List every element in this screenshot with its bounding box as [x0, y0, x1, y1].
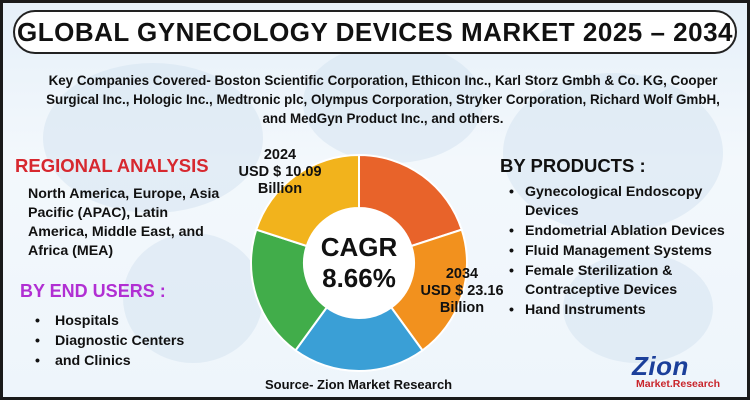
page-title: GLOBAL GYNECOLOGY DEVICES MARKET 2025 – …	[16, 16, 733, 47]
zion-logo: Zion Market.Research	[628, 351, 728, 393]
source-text: Source- Zion Market Research	[265, 377, 453, 392]
logo-sub-text: Market.Research	[636, 378, 721, 390]
list-item: • Hospitals	[35, 313, 119, 329]
cagr-donut: CAGR 8.66%	[250, 153, 468, 372]
bullet-icon: •	[509, 302, 514, 318]
end-users-heading: BY END USERS :	[20, 281, 166, 301]
bullet-icon: •	[35, 353, 40, 369]
cagr-value: 8.66%	[322, 263, 396, 293]
by-products-heading: BY PRODUCTS :	[500, 155, 646, 176]
donut-center	[304, 208, 414, 318]
bullet-icon: •	[35, 333, 40, 349]
end-users-list: • Hospitals • Diagnostic Centers • and Clin…	[25, 311, 184, 371]
list-item: • Endometrial Ablation Devices	[509, 223, 725, 239]
world-map-background	[563, 253, 713, 363]
list-item: • Fluid Management Systems	[509, 243, 712, 259]
market-2034-year: 2034	[445, 266, 479, 282]
bullet-icon: •	[35, 313, 40, 329]
regional-analysis-heading: REGIONAL ANALYSIS	[15, 155, 209, 176]
donut-segments	[250, 153, 468, 372]
market-2024-year: 2024	[263, 147, 297, 163]
market-2034-value: USD $ 23.16	[420, 283, 504, 299]
world-map-background	[303, 43, 483, 163]
market-2024-callout: 2024 USD $ 10.09 Billion	[225, 147, 335, 198]
products-list: • Gynecological Endoscopy Devices • Endome…	[500, 183, 747, 321]
bullet-icon: •	[509, 243, 514, 259]
world-map-background	[43, 63, 263, 213]
market-2024-unit: Billion	[257, 181, 303, 197]
cagr-label: CAGR	[321, 232, 398, 262]
list-item: • and Clinics	[35, 353, 131, 369]
list-item: • Female Sterilization & Contraceptive De…	[509, 263, 678, 298]
world-map-background	[503, 73, 723, 233]
list-item: • Diagnostic Centers	[35, 333, 185, 349]
market-2034-unit: Billion	[439, 300, 485, 316]
bullet-icon: •	[509, 263, 514, 279]
key-companies-text: Key Companies Covered- Boston Scientific…	[46, 73, 720, 126]
bullet-icon: •	[509, 184, 514, 200]
market-2024-value: USD $ 10.09	[238, 164, 322, 180]
bullet-icon: •	[509, 223, 514, 239]
market-2034-callout: 2034 USD $ 23.16 Billion	[407, 266, 517, 317]
logo-main-text: Zion	[632, 351, 689, 381]
world-map-background	[123, 233, 263, 363]
regions-text: North America, Europe, Asia Pacific (APA…	[28, 186, 220, 259]
list-item: • Hand Instruments	[509, 302, 646, 318]
title-banner: GLOBAL GYNECOLOGY DEVICES MARKET 2025 – …	[13, 10, 737, 54]
list-item: • Gynecological Endoscopy Devices	[509, 184, 703, 219]
